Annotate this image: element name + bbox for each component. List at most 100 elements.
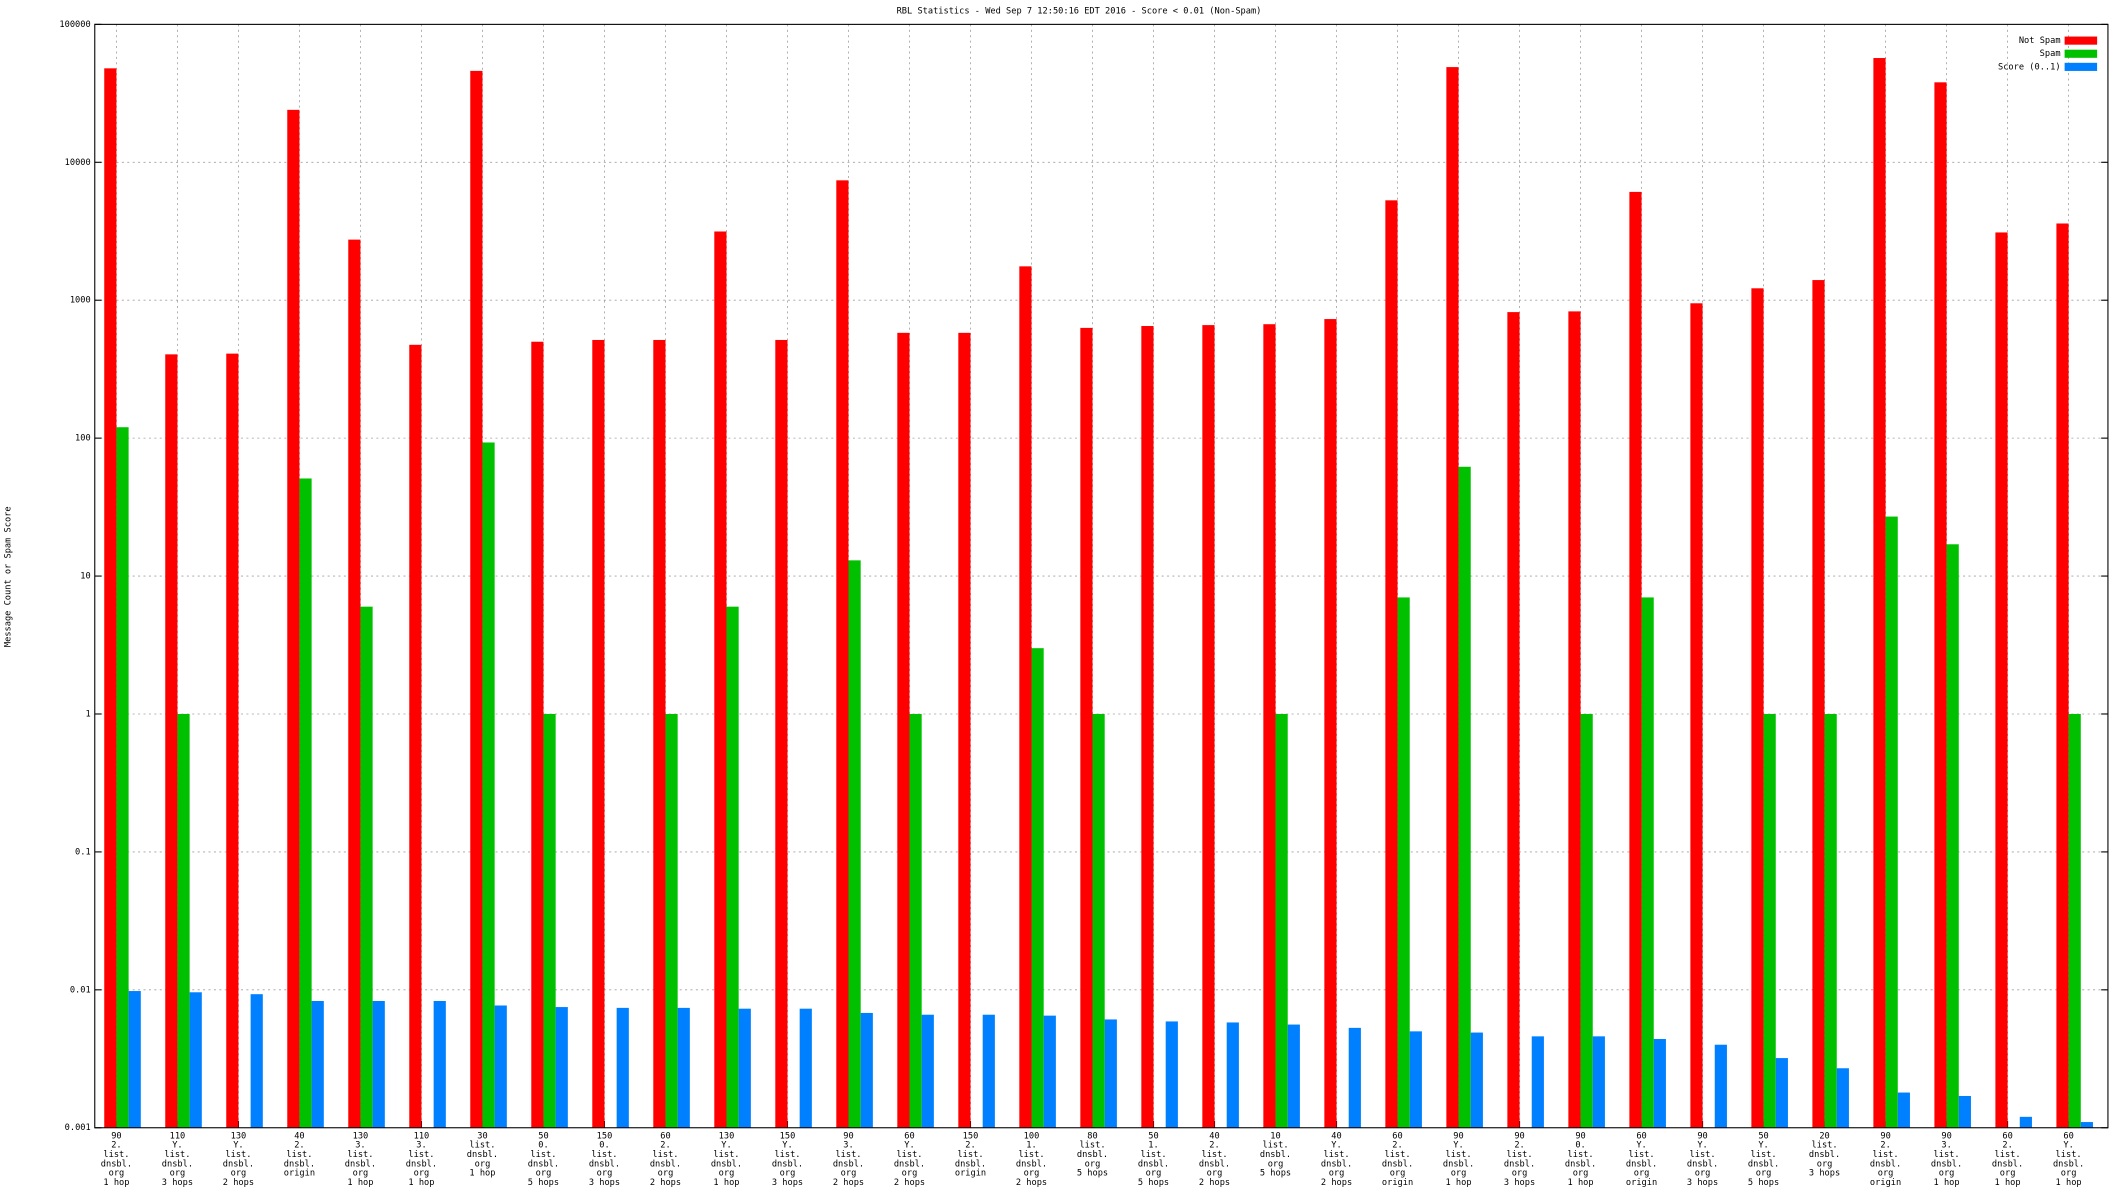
x-tick-label: list. [469, 1141, 495, 1151]
x-tick-label: Y. [1453, 1141, 1463, 1151]
x-tick-label: list. [1690, 1150, 1716, 1160]
x-tick-label: dnsbl. [1931, 1159, 1962, 1169]
plot-frame [94, 23, 2109, 1129]
bar [311, 1000, 324, 1128]
bar [653, 339, 666, 1128]
x-tick-label: org [536, 1169, 552, 1179]
x-tick-label: 60 [660, 1131, 670, 1141]
x-tick-label: 2 hops [1321, 1178, 1352, 1188]
x-tick-label: list. [1262, 1141, 1288, 1151]
x-tick-label: Y. [721, 1141, 731, 1151]
bar [1629, 191, 1642, 1128]
x-tick-label: org [1085, 1159, 1101, 1169]
x-tick-label: org [2000, 1169, 2016, 1179]
x-tick-label: list. [2056, 1150, 2082, 1160]
x-tick-label: 60 [904, 1131, 914, 1141]
x-tick-label: org [597, 1169, 613, 1179]
x-tick-label: list. [1812, 1141, 1838, 1151]
x-tick-label: org [1451, 1169, 1467, 1179]
x-tick-label: 90 [1941, 1131, 1951, 1141]
x-tick-label: org [1878, 1169, 1894, 1179]
x-tick-label: list. [1385, 1150, 1411, 1160]
x-tick-label: list. [1629, 1150, 1655, 1160]
x-tick-label: 90 [1575, 1131, 1585, 1141]
x-tick-label: org [841, 1169, 857, 1179]
x-tick-label: Y. [782, 1141, 792, 1151]
bar [250, 994, 263, 1128]
bar [1714, 1044, 1727, 1128]
x-tick-label: 80 [1087, 1131, 1097, 1141]
x-tick-label: 2. [1514, 1141, 1524, 1151]
bar [299, 478, 312, 1128]
bar [1446, 67, 1459, 1128]
bar [1275, 713, 1288, 1128]
x-tick-label: dnsbl. [1138, 1159, 1169, 1169]
x-tick-label: list. [957, 1150, 983, 1160]
bar [1385, 200, 1398, 1128]
bar [616, 1007, 629, 1128]
x-tick-label: 3. [355, 1141, 365, 1151]
x-tick-label: Y. [233, 1141, 243, 1151]
bar [1775, 1058, 1788, 1128]
x-tick-label: dnsbl. [1016, 1159, 1047, 1169]
bar [1885, 516, 1898, 1128]
x-tick-label: list. [530, 1150, 556, 1160]
bar [1348, 1027, 1361, 1128]
x-tick-label: 1. [1026, 1141, 1036, 1151]
x-tick-label: 60 [1636, 1131, 1646, 1141]
x-tick-label: dnsbl. [772, 1159, 803, 1169]
x-tick-label: 1 hop [103, 1178, 129, 1188]
legend-label: Not Spam [2019, 36, 2061, 46]
x-tick-label: org [1756, 1169, 1772, 1179]
x-tick-label: org [1207, 1169, 1223, 1179]
x-tick-label: 60 [2063, 1131, 2073, 1141]
x-tick-label: 150 [963, 1131, 979, 1141]
x-tick-label: 50 [1148, 1131, 1158, 1141]
x-tick-label: list. [1018, 1150, 1044, 1160]
x-tick-label: list. [408, 1150, 434, 1160]
x-tick-label: 110 [170, 1131, 186, 1141]
x-tick-label: 2 hops [223, 1178, 254, 1188]
x-tick-label: Y. [172, 1141, 182, 1151]
bar [1019, 266, 1032, 1128]
x-tick-label: 150 [597, 1131, 613, 1141]
x-tick-label: Y. [1331, 1141, 1341, 1151]
x-tick-label: dnsbl. [406, 1159, 437, 1169]
x-tick-label: 1 hop [1934, 1178, 1960, 1188]
legend-label: Spam [2040, 49, 2061, 59]
bar [836, 180, 849, 1128]
x-tick-label: org [414, 1169, 430, 1179]
x-tick-label: 3 hops [589, 1178, 620, 1188]
x-tick-label: 90 [1514, 1131, 1524, 1141]
x-tick-label: 10 [1270, 1131, 1280, 1141]
x-tick-label: dnsbl. [1504, 1159, 1535, 1169]
x-tick-label: 5 hops [1748, 1178, 1779, 1188]
bar [1409, 1031, 1422, 1128]
x-tick-label: list. [1995, 1150, 2021, 1160]
x-tick-label: 3. [1941, 1141, 1951, 1151]
x-tick-label: dnsbl. [1565, 1159, 1596, 1169]
x-tick-label: 0. [538, 1141, 548, 1151]
bar [1836, 1068, 1849, 1128]
x-tick-label: dnsbl. [1260, 1150, 1291, 1160]
bar [372, 1000, 385, 1128]
x-tick-label: dnsbl. [1626, 1159, 1657, 1169]
x-tick-label: Y. [1697, 1141, 1707, 1151]
legend-swatch [2064, 36, 2098, 45]
bar [958, 332, 971, 1128]
bar [1946, 544, 1959, 1128]
x-tick-label: list. [1079, 1141, 1105, 1151]
bar [1031, 648, 1044, 1128]
x-tick-label: 3 hops [1809, 1169, 1840, 1179]
x-tick-label: list. [1201, 1150, 1227, 1160]
x-tick-label: 1 hop [713, 1178, 739, 1188]
x-tick-label: list. [1446, 1150, 1472, 1160]
y-tick-label: 10000 [65, 158, 91, 168]
bar [555, 1007, 568, 1128]
x-tick-label: dnsbl. [101, 1159, 132, 1169]
x-tick-label: org [1512, 1169, 1528, 1179]
bar [1263, 324, 1276, 1128]
x-tick-label: dnsbl. [162, 1159, 193, 1169]
y-tick-label: 0.001 [65, 1123, 91, 1133]
